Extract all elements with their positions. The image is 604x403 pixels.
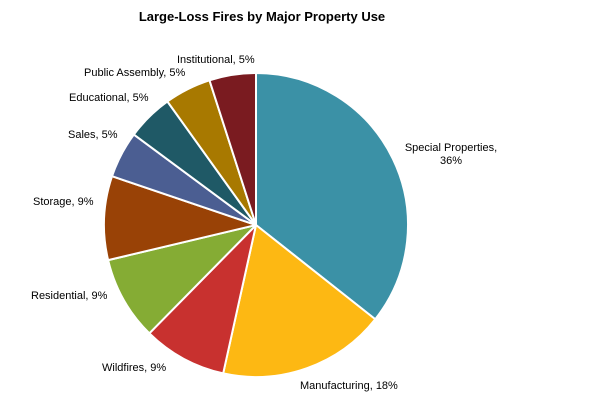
slice-label-8: Public Assembly, 5%	[84, 67, 186, 79]
slice-label-5: Storage, 9%	[33, 196, 94, 208]
pie-slice-9	[208, 72, 257, 226]
pie-slice-2	[222, 224, 377, 378]
slice-label-4: Residential, 9%	[31, 290, 108, 302]
pie-slice-3	[148, 224, 257, 375]
slice-label-7: Educational, 5%	[69, 92, 149, 104]
pie-labels: Special Properties, 36% Manufacturing, 18%…	[31, 54, 497, 392]
pie-slice-1	[255, 72, 409, 321]
chart-title: Large-Loss Fires by Major Property Use	[138, 9, 386, 24]
slice-label-6: Sales, 5%	[68, 129, 118, 141]
pie-slice-5	[103, 175, 257, 262]
slice-label-1: Special Properties, 36%	[405, 142, 497, 167]
slice-label-3: Wildfires, 9%	[102, 362, 166, 374]
pie-slices	[103, 72, 409, 378]
slice-label-9: Institutional, 5%	[177, 54, 255, 66]
slice-label-2: Manufacturing, 18%	[300, 380, 398, 392]
